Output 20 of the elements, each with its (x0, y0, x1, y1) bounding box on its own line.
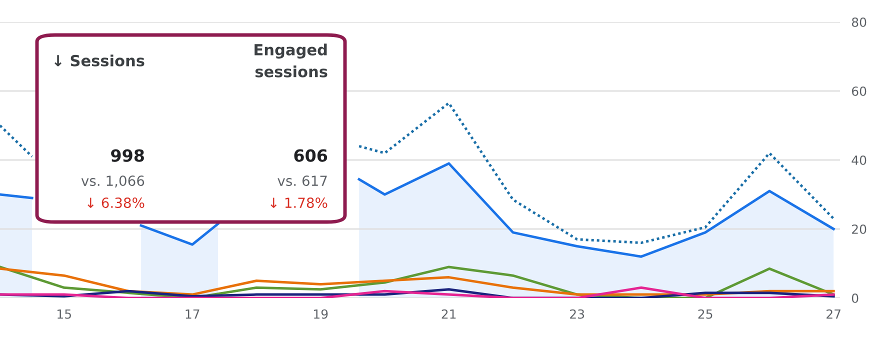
x-tick-label: 15 (58, 309, 71, 319)
x-tick-label: 17 (186, 309, 200, 319)
y-tick-label: 60 (852, 86, 866, 96)
annotation: 606 (294, 149, 328, 162)
annotation: ↓ Sessions (54, 54, 144, 66)
annotation: Engaged sessions (254, 44, 328, 78)
x-tick-label: 23 (570, 309, 584, 319)
y-tick-label: 40 (852, 155, 866, 165)
x-tick-label: 21 (442, 309, 456, 319)
x-tick-label: 19 (314, 309, 328, 319)
x-tick-label: 25 (698, 309, 712, 319)
annotation: 998 (111, 149, 144, 162)
y-tick-label: 20 (852, 224, 866, 234)
annotation: vs. 1,066 (81, 176, 144, 188)
annotation: ↓ 1.78% (270, 198, 328, 208)
x-tick-label: 27 (826, 309, 840, 319)
annotation: vs. 617 (278, 176, 327, 186)
y-tick-label: 0 (852, 293, 858, 303)
y-tick-label: 80 (852, 17, 866, 27)
annotation: ↓ 6.38% (88, 198, 144, 208)
